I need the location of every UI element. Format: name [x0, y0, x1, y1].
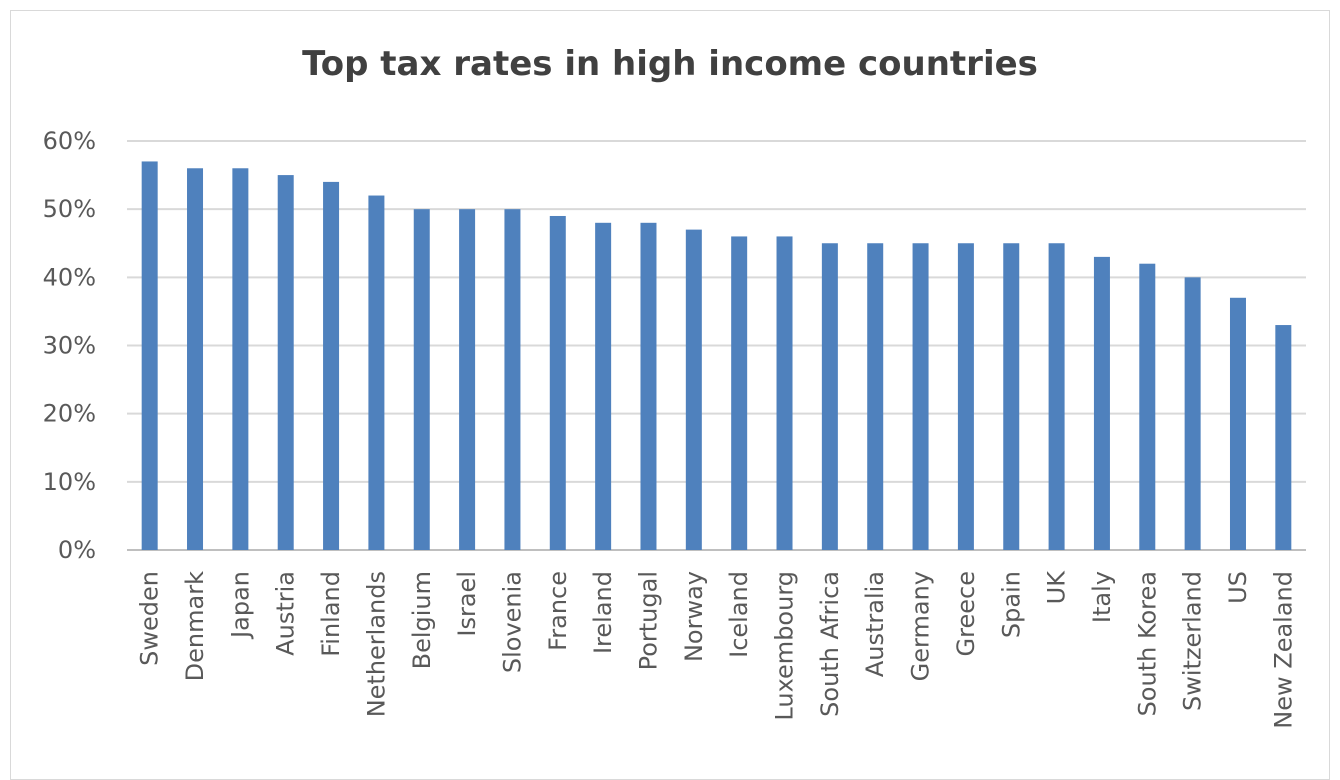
y-tick-label: 50% [43, 195, 96, 223]
x-tick-label: Italy [1088, 571, 1116, 623]
bar [504, 209, 521, 550]
bar [821, 243, 838, 550]
x-tick-label: Portugal [634, 571, 662, 670]
x-tick-label: Israel [453, 571, 481, 637]
bar [1048, 243, 1065, 550]
x-tick-label: Sweden [136, 571, 164, 666]
x-tick-label: Norway [680, 571, 708, 662]
bar [867, 243, 884, 550]
bar [595, 222, 612, 551]
x-tick-label: UK [1043, 570, 1071, 605]
bar [731, 236, 748, 550]
x-tick-label: South Africa [816, 571, 844, 717]
x-tick-label: Luxembourg [771, 571, 799, 721]
x-tick-label: US [1224, 571, 1252, 604]
x-tick-label: Austria [272, 571, 300, 656]
bar [459, 209, 476, 550]
bar [549, 215, 566, 550]
x-tick-label: Greece [952, 571, 980, 656]
bar [1275, 325, 1292, 550]
x-tick-label: Iceland [725, 571, 753, 658]
bar [368, 195, 385, 551]
x-tick-label: Ireland [589, 571, 617, 654]
x-tick-label: Netherlands [362, 571, 390, 717]
x-tick-label: Spain [997, 571, 1025, 638]
y-tick-label: 0% [58, 536, 96, 564]
x-tick-label: Finland [317, 571, 345, 657]
x-tick-label: Switzerland [1179, 571, 1207, 711]
bar [776, 236, 793, 550]
bar [1003, 243, 1020, 550]
bar [1093, 256, 1110, 550]
bar [685, 229, 702, 550]
x-tick-label: Slovenia [498, 571, 526, 673]
x-tick-label: Belgium [408, 571, 436, 669]
bar [413, 209, 430, 550]
bar [1184, 277, 1201, 550]
y-tick-label: 10% [43, 468, 96, 496]
x-tick-label: Japan [226, 571, 254, 640]
chart-title: Top tax rates in high income countries [302, 44, 1038, 84]
bar [323, 181, 340, 550]
x-tick-label: New Zealand [1269, 571, 1297, 729]
bar [232, 168, 249, 550]
bar [1139, 263, 1156, 550]
bar [1229, 297, 1246, 550]
x-tick-label: France [544, 571, 572, 651]
x-tick-label: Australia [861, 571, 889, 677]
bar [957, 243, 974, 550]
y-tick-label: 40% [43, 263, 96, 291]
y-tick-label: 60% [43, 127, 96, 155]
bar [277, 175, 294, 551]
bar [912, 243, 929, 550]
chart-frame [10, 10, 1330, 780]
bar [187, 168, 204, 550]
x-tick-label: South Korea [1133, 571, 1161, 716]
y-tick-label: 20% [43, 400, 96, 428]
bar [640, 222, 657, 551]
y-tick-label: 30% [43, 332, 96, 360]
x-tick-label: Germany [907, 571, 935, 681]
bar [141, 161, 158, 550]
x-tick-label: Denmark [181, 571, 209, 681]
